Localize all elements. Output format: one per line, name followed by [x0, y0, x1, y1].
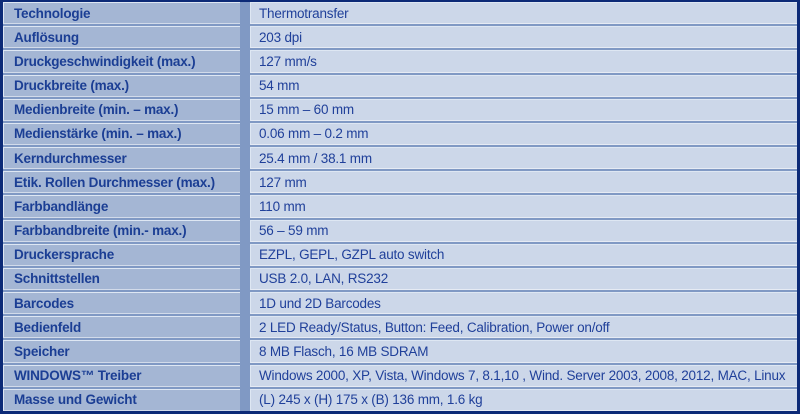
spec-label-cell: Bedienfeld: [3, 316, 240, 339]
spec-value-cell: USB 2.0, LAN, RS232: [250, 267, 797, 291]
spec-label-cell: Auflösung: [3, 26, 240, 49]
spec-value-cell: 110 mm: [250, 195, 797, 218]
table-row: Auflösung 203 dpi: [3, 26, 797, 49]
table-row: Medienstärke (min. – max.) 0.06 mm – 0.2…: [3, 122, 797, 146]
table-row: Druckgeschwindigkeit (max.) 127 mm/s: [3, 50, 797, 73]
table-row: Farbbandlänge 110 mm: [3, 195, 797, 218]
spec-value-cell: 127 mm/s: [250, 50, 797, 73]
table-row: Farbbandbreite (min.- max.) 56 – 59 mm: [3, 219, 797, 242]
table-row: Masse und Gewicht (L) 245 x (H) 175 x (B…: [3, 388, 797, 411]
spec-value-cell: 8 MB Flasch, 16 MB SDRAM: [250, 340, 797, 363]
spec-value-cell: 54 mm: [250, 74, 797, 97]
table-row: Barcodes 1D und 2D Barcodes: [3, 292, 797, 315]
spec-label-cell: Technologie: [3, 2, 240, 25]
spec-label-cell: Etik. Rollen Durchmesser (max.): [3, 171, 240, 194]
spec-label-cell: Medienstärke (min. – max.): [3, 122, 240, 146]
spec-value-cell: 1D und 2D Barcodes: [250, 292, 797, 315]
spec-label-cell: WINDOWS™ Treiber: [3, 364, 240, 387]
table-row: Bedienfeld 2 LED Ready/Status, Button: F…: [3, 316, 797, 339]
spec-label-cell: Druckersprache: [3, 243, 240, 266]
spec-value-cell: EZPL, GEPL, GZPL auto switch: [250, 243, 797, 266]
spec-value-cell: 203 dpi: [250, 26, 797, 49]
spec-label-cell: Schnittstellen: [3, 267, 240, 291]
table-row: Druckbreite (max.) 54 mm: [3, 74, 797, 97]
spec-value-cell: (L) 245 x (H) 175 x (B) 136 mm, 1.6 kg: [250, 388, 797, 411]
spec-label-cell: Farbbandlänge: [3, 195, 240, 218]
table-row: Technologie Thermotransfer: [3, 2, 797, 25]
spec-value-cell: 56 – 59 mm: [250, 219, 797, 242]
table-row: Medienbreite (min. – max.) 15 mm – 60 mm: [3, 98, 797, 121]
spec-label-cell: Speicher: [3, 340, 240, 363]
table-row: Schnittstellen USB 2.0, LAN, RS232: [3, 267, 797, 291]
spec-value-cell: Thermotransfer: [250, 2, 797, 25]
spec-value-cell: 0.06 mm – 0.2 mm: [250, 122, 797, 146]
spec-value-cell: Windows 2000, XP, Vista, Windows 7, 8.1,…: [250, 364, 797, 387]
spec-value-cell: 15 mm – 60 mm: [250, 98, 797, 121]
spec-value-cell: 25.4 mm / 38.1 mm: [250, 147, 797, 170]
spec-value-cell: 2 LED Ready/Status, Button: Feed, Calibr…: [250, 316, 797, 339]
table-row: Speicher 8 MB Flasch, 16 MB SDRAM: [3, 340, 797, 363]
spec-label-cell: Farbbandbreite (min.- max.): [3, 219, 240, 242]
table-row: Druckersprache EZPL, GEPL, GZPL auto swi…: [3, 243, 797, 266]
spec-label-cell: Masse und Gewicht: [3, 388, 240, 411]
spec-label-cell: Medienbreite (min. – max.): [3, 98, 240, 121]
spec-label-cell: Druckgeschwindigkeit (max.): [3, 50, 240, 73]
spec-value-cell: 127 mm: [250, 171, 797, 194]
table-row: Kerndurchmesser 25.4 mm / 38.1 mm: [3, 147, 797, 170]
spec-label-cell: Kerndurchmesser: [3, 147, 240, 170]
spec-label-cell: Druckbreite (max.): [3, 74, 240, 97]
spec-label-cell: Barcodes: [3, 292, 240, 315]
table-row: Etik. Rollen Durchmesser (max.) 127 mm: [3, 171, 797, 194]
table-row: WINDOWS™ Treiber Windows 2000, XP, Vista…: [3, 364, 797, 387]
